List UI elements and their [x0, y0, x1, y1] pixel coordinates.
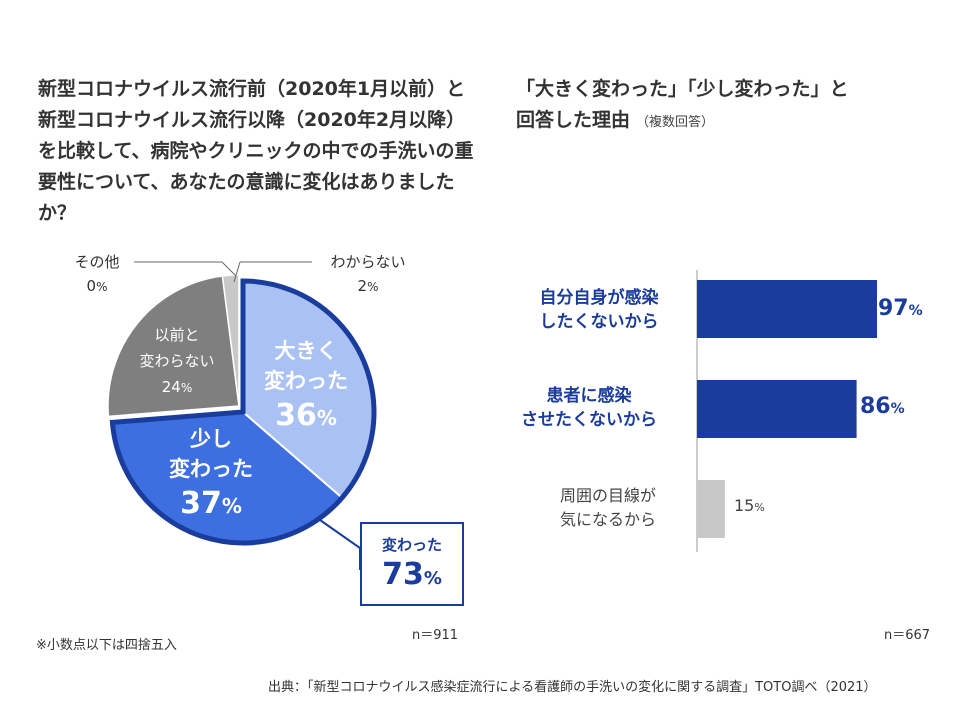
- bar-label-patient-infection: 患者に感染 させたくないから: [521, 386, 657, 430]
- bar-chart-title-line2: 回答した理由 （複数回答）: [516, 109, 715, 131]
- pie-slice-unknown: [221, 274, 240, 407]
- bar-self-infection: [697, 280, 877, 338]
- pie-label-big-change-name: 大きく 変わった: [264, 339, 348, 393]
- rounding-footnote: ※小数点以下は四捨五入: [36, 638, 177, 653]
- pie-label-big-change: 大きく 変わった 36%: [250, 336, 362, 438]
- pie-label-big-change-value: 36%: [275, 398, 337, 433]
- pie-label-nochange-value: 24%: [161, 378, 193, 396]
- pie-label-small-change: 少し 変わった 37%: [152, 424, 270, 526]
- changed-callout-box: 変わった 73%: [360, 522, 464, 606]
- pie-label-unknown-name: わからない: [330, 253, 406, 271]
- pie-label-unknown-value: 2%: [357, 277, 379, 295]
- bar-chart-title-line1: 「大きく変わった」「少し変わった」と: [516, 78, 849, 100]
- pie-label-nochange: 以前と 変わらない 24%: [122, 322, 232, 401]
- pie-label-nochange-name: 以前と 変わらない: [139, 326, 215, 370]
- bar-value-patient-infection: 86%: [860, 394, 905, 419]
- bar-chart-title: 「大きく変わった」「少し変わった」と 回答した理由 （複数回答）: [516, 74, 936, 138]
- pie-label-other-value: 0%: [86, 277, 108, 295]
- source-citation: 出典：「新型コロナウイルス感染症流行による看護師の手洗いの変化に関する調査」TO…: [268, 680, 877, 695]
- bar-patient-infection: [697, 380, 857, 438]
- pie-question-title: 新型コロナウイルス流行前（2020年1月以前）と新型コロナウイルス流行以降（20…: [38, 78, 474, 224]
- pie-sample-size: n＝911: [412, 628, 459, 643]
- pie-label-other-name: その他: [74, 253, 120, 271]
- bar-chart-title-note: （複数回答）: [636, 115, 715, 130]
- bar-peer-gaze: [697, 480, 725, 538]
- bar-value-peer-gaze: 15%: [734, 496, 765, 515]
- changed-callout-label: 変わった: [381, 536, 442, 554]
- pie-label-small-change-name: 少し 変わった: [169, 427, 253, 481]
- pie-label-other: その他 0%: [62, 250, 132, 299]
- leader-line-unknown: [233, 261, 241, 283]
- bar-label-peer-gaze: 周囲の目線が 気になるから: [559, 486, 656, 529]
- leader-line-other-tail: [221, 261, 237, 277]
- bar-sample-size: n＝667: [884, 628, 931, 643]
- bar-label-self-infection: 自分自身が感染 したくないから: [539, 288, 659, 332]
- changed-group-outline: [109, 278, 377, 546]
- pie-label-small-change-value: 37%: [180, 486, 242, 521]
- pie-label-unknown: わからない 2%: [318, 250, 418, 299]
- bar-value-self-infection: 97%: [878, 296, 923, 321]
- changed-callout-value: 73%: [382, 557, 442, 592]
- pie-slice-no-change: [107, 275, 240, 418]
